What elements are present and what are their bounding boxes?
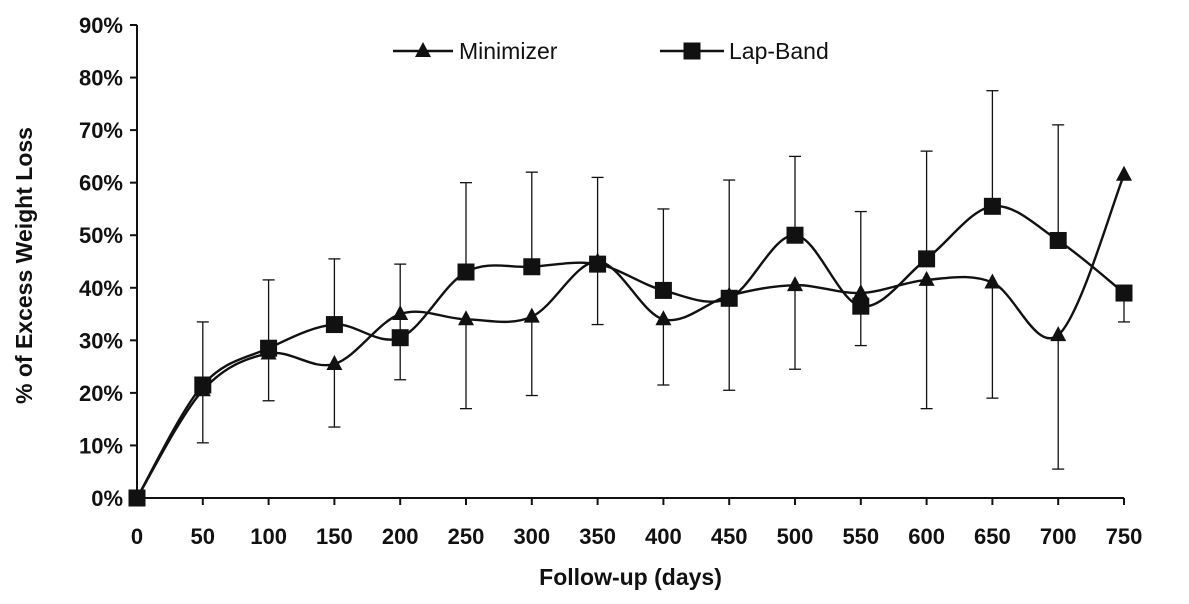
data-point-triangle	[458, 310, 474, 326]
y-tick-label: 20%	[79, 381, 123, 406]
error-bars	[196, 90, 1130, 470]
y-tick-label: 0%	[91, 486, 123, 511]
data-point-square	[391, 329, 409, 347]
y-tick-label: 50%	[79, 223, 123, 248]
y-tick-label: 10%	[79, 433, 123, 458]
data-point-square	[457, 263, 475, 281]
x-tick-label: 150	[316, 524, 353, 549]
y-tick-label: 80%	[79, 66, 123, 91]
legend-item-lap-band: Lap-Band	[660, 38, 829, 64]
x-tick-label: 200	[382, 524, 419, 549]
y-axis-title: % of Excess Weight Loss	[11, 127, 37, 404]
x-tick-label: 750	[1106, 524, 1143, 549]
data-point-triangle	[655, 310, 672, 326]
x-axis-title: Follow-up (days)	[539, 564, 722, 590]
series-line-minimizer	[135, 174, 1126, 499]
data-point-triangle	[1116, 165, 1132, 181]
data-point-triangle	[984, 273, 1001, 289]
data-point-square	[720, 289, 738, 307]
series-line-lap-band	[135, 205, 1125, 499]
data-point-triangle	[1050, 326, 1067, 342]
legend-marker-triangle	[415, 42, 431, 57]
data-point-square	[128, 489, 146, 507]
y-tick-label: 40%	[79, 276, 123, 301]
x-tick-label: 650	[974, 524, 1011, 549]
x-tick-label: 400	[645, 524, 682, 549]
data-point-square	[1115, 284, 1133, 302]
data-point-triangle	[852, 284, 869, 300]
x-tick-label: 450	[711, 524, 748, 549]
x-tick-label: 350	[579, 524, 616, 549]
data-point-square	[589, 255, 607, 273]
data-point-square	[918, 250, 936, 268]
axes: 0% 10% 20% 30% 40% 50% 60% 70% 80% 90% 0 50 100 150 20…	[11, 13, 1142, 590]
series-lines	[135, 174, 1126, 499]
x-tick-label: 0	[131, 524, 143, 549]
y-tick-label: 90%	[79, 13, 123, 38]
x-tick-label: 700	[1040, 524, 1077, 549]
y-tick-label: 30%	[79, 328, 123, 353]
data-point-triangle	[787, 276, 803, 292]
data-point-square	[786, 226, 804, 244]
x-tick-label: 550	[842, 524, 879, 549]
data-point-triangle	[326, 354, 343, 370]
x-tick-label: 500	[777, 524, 814, 549]
data-point-triangle	[918, 270, 935, 286]
data-point-square	[654, 281, 672, 299]
data-point-square	[260, 339, 278, 357]
data-point-square	[194, 376, 212, 394]
data-point-square	[1049, 231, 1067, 249]
legend: Minimizer Lap-Band	[393, 38, 829, 64]
data-point-square	[983, 197, 1001, 215]
y-tick-label: 60%	[79, 171, 123, 196]
x-tick-label: 600	[908, 524, 945, 549]
legend-label: Lap-Band	[729, 38, 829, 64]
data-point-triangle	[392, 305, 409, 321]
data-point-triangle	[523, 307, 540, 323]
x-tick-label: 300	[513, 524, 550, 549]
x-tick-label: 100	[250, 524, 287, 549]
series-markers	[128, 165, 1133, 507]
x-tick-label: 50	[191, 524, 215, 549]
data-point-square	[523, 258, 541, 276]
legend-label: Minimizer	[459, 38, 558, 64]
legend-marker-square	[683, 42, 701, 60]
x-tick-label: 250	[448, 524, 485, 549]
data-point-square	[325, 316, 343, 334]
data-point-square	[852, 297, 870, 315]
y-tick-label: 70%	[79, 118, 123, 143]
legend-item-minimizer: Minimizer	[393, 38, 558, 64]
